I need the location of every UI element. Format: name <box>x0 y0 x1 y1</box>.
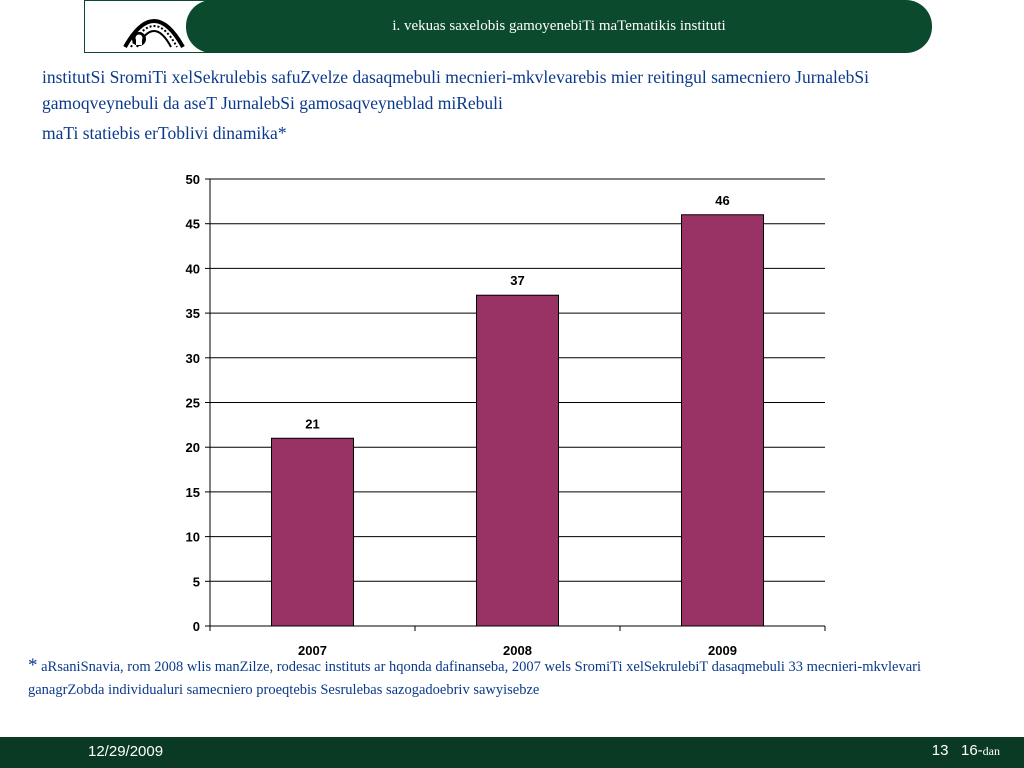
page-title: i. vekuas saxelobis gamoyenebiTi maTemat… <box>392 18 726 34</box>
y-tick-label: 5 <box>193 574 200 589</box>
y-tick-label: 25 <box>186 396 200 411</box>
y-tick-label: 15 <box>186 485 200 500</box>
y-tick-label: 20 <box>186 440 200 455</box>
data-label-2008: 37 <box>510 273 524 288</box>
y-tick-label: 35 <box>186 306 200 321</box>
bar-2009 <box>681 214 764 627</box>
footer-date: 12/29/2009 <box>88 743 164 760</box>
y-tick-label: 50 <box>186 172 200 187</box>
y-tick-label: 40 <box>186 261 200 276</box>
bar-2008 <box>476 294 559 627</box>
slide-subheading: maTi statiebis erToblivi dinamika* <box>42 123 287 143</box>
x-tick-label-2008: 2008 <box>503 643 532 658</box>
y-tick-label: 0 <box>193 619 200 634</box>
title-bar: i. vekuas saxelobis gamoyenebiTi maTemat… <box>186 0 932 53</box>
footer-bar: 12/29/2009 13 16-dan <box>0 737 1024 768</box>
footnote-star: * <box>28 655 38 676</box>
y-tick-label: 30 <box>186 351 200 366</box>
bar-2007 <box>271 437 354 627</box>
page-total: 16- <box>960 742 983 759</box>
y-tick-label: 45 <box>186 217 200 232</box>
footnote-text: aRsaniSnavia, rom 2008 wlis manZilze, ro… <box>28 659 922 698</box>
data-label-2009: 46 <box>715 193 729 208</box>
slide-heading: institutSi SromiTi xelSekrulebis safuZve… <box>42 67 870 113</box>
footnote: * aRsaniSnavia, rom 2008 wlis manZilze, … <box>28 654 978 702</box>
bar-chart: 0 5 10 15 20 25 30 35 40 45 50 21 2007 37 2008 46 2009 <box>186 172 826 658</box>
x-tick-label-2009: 2009 <box>708 643 737 658</box>
page-total-suffix: dan <box>982 744 1000 758</box>
institute-logo-icon <box>123 19 185 48</box>
page-number: 13 16-dan <box>932 742 1000 759</box>
page-current: 13 <box>931 742 949 759</box>
data-label-2007: 21 <box>305 416 319 431</box>
y-tick-label: 10 <box>186 530 200 545</box>
x-tick-label-2007: 2007 <box>298 643 327 658</box>
